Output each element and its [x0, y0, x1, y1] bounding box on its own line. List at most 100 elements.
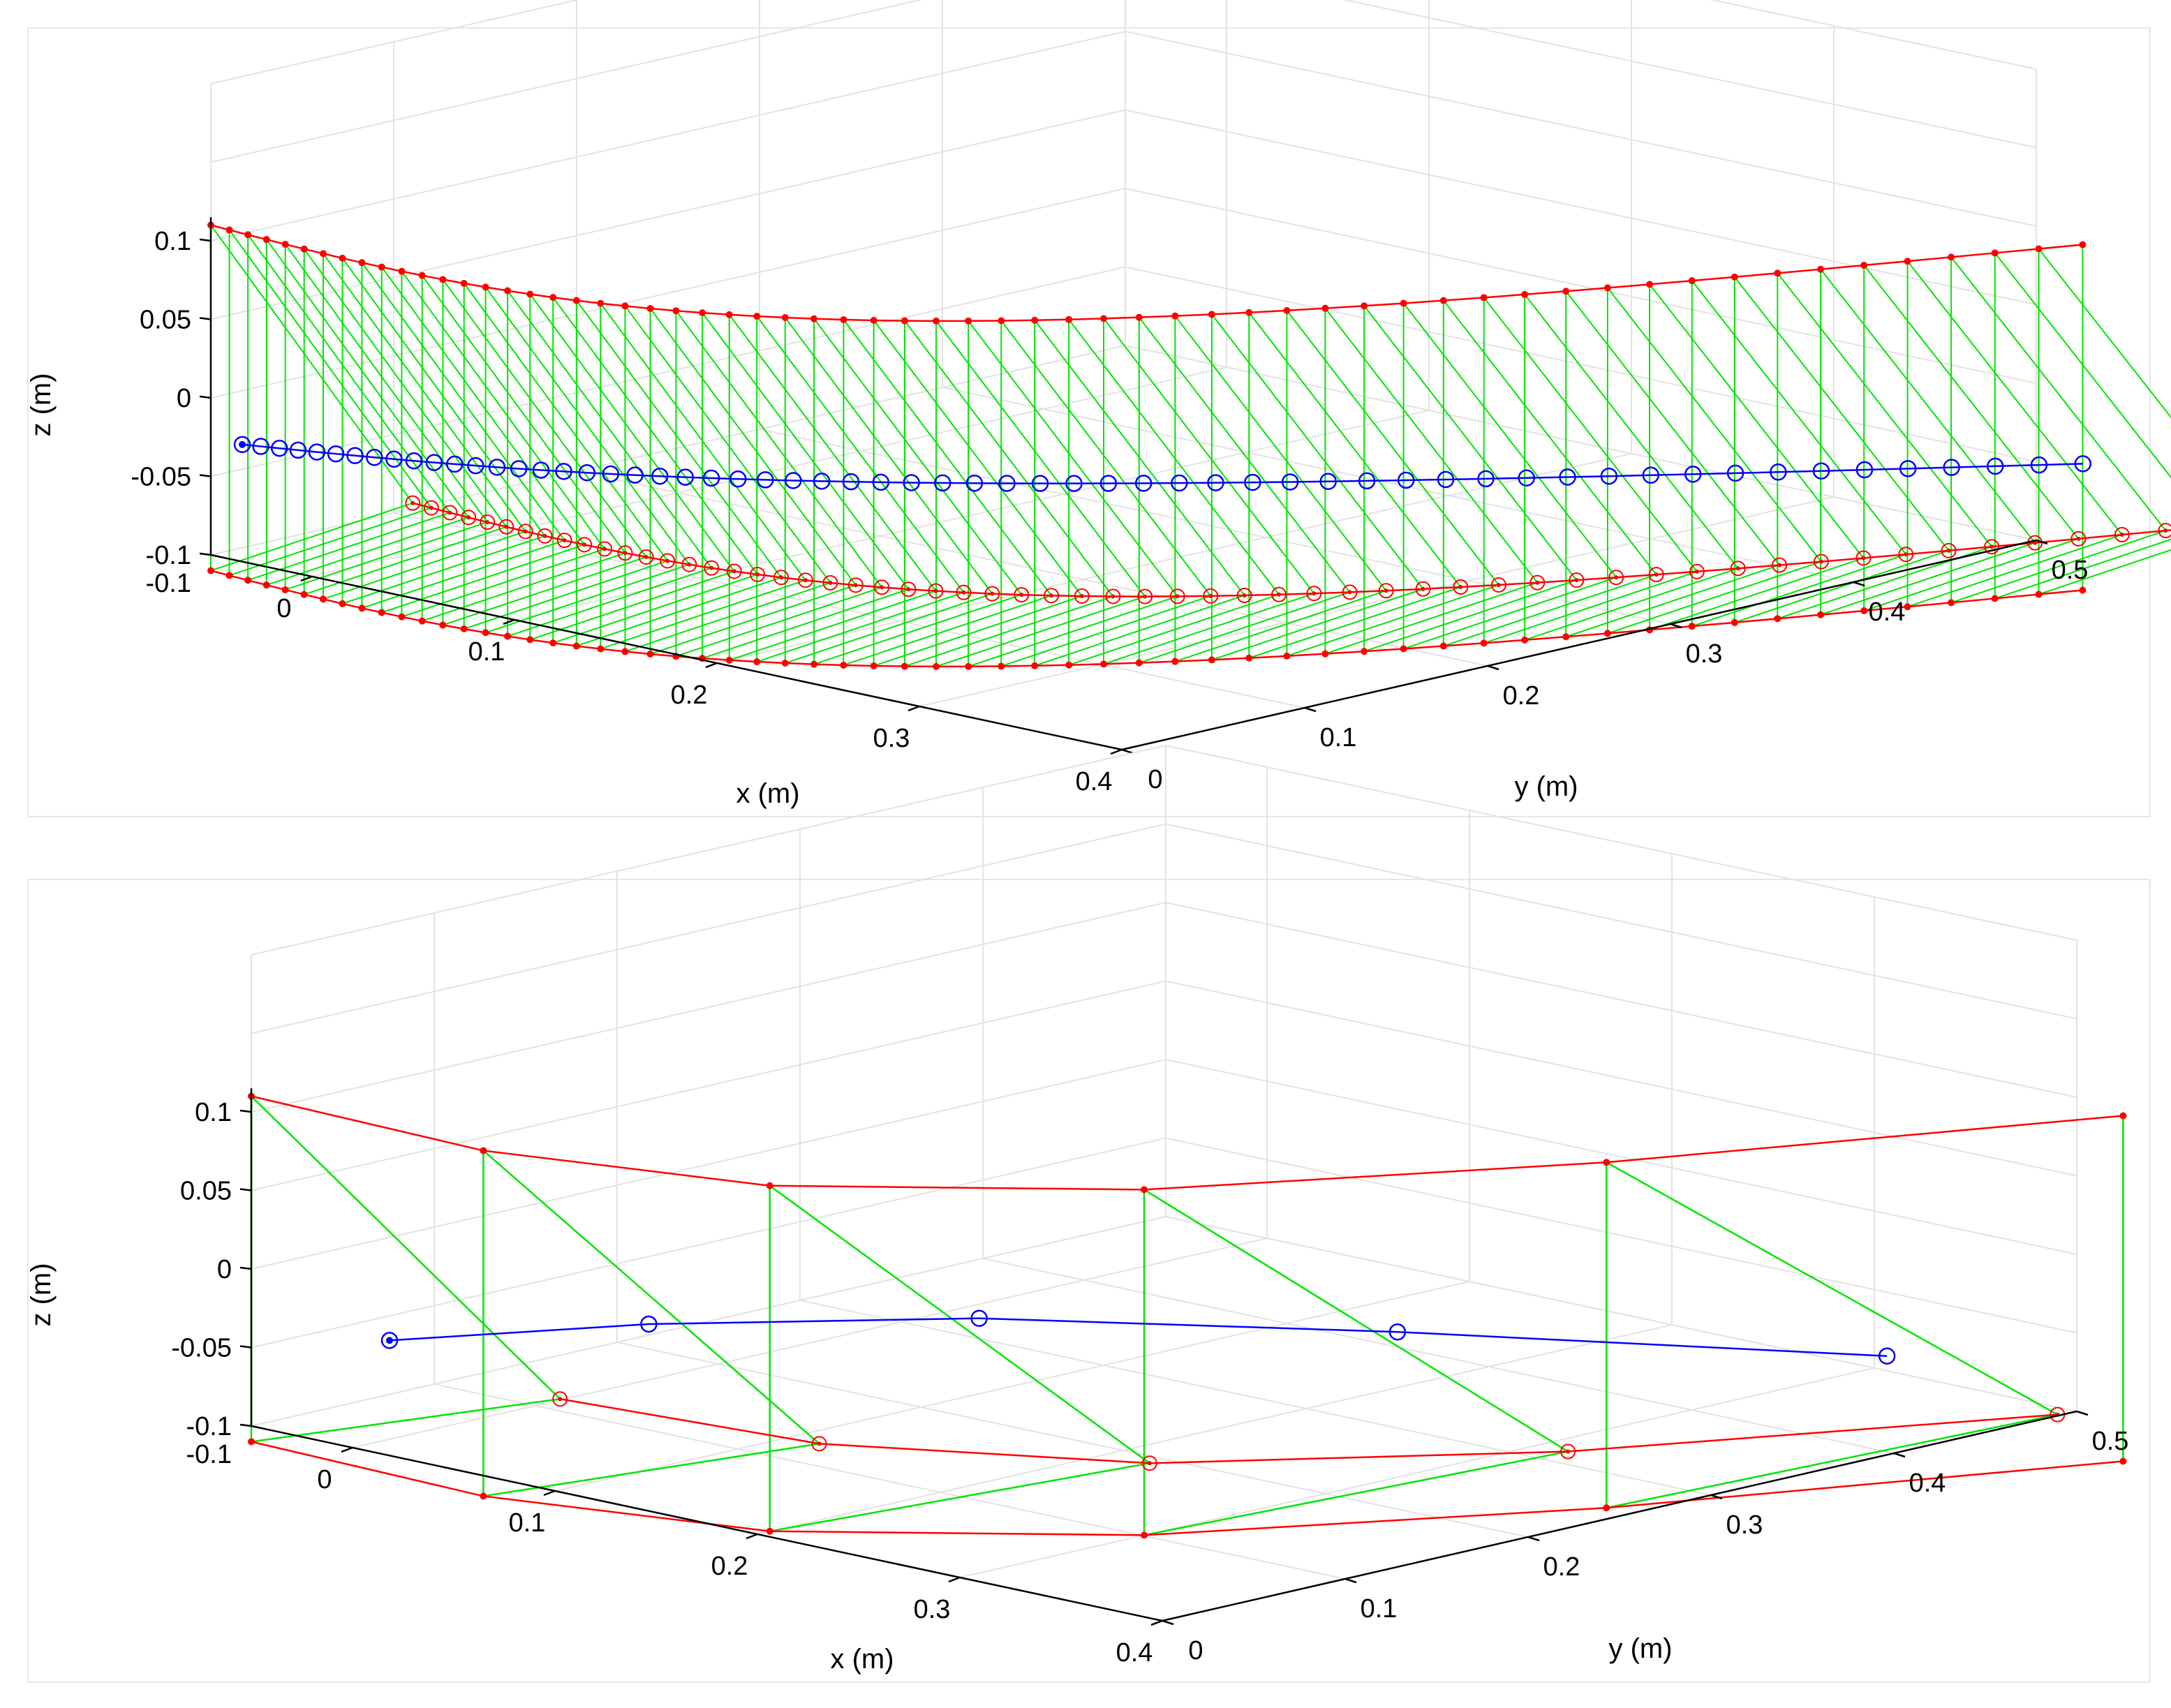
- anchor-point: [582, 542, 587, 547]
- frame-node: [810, 660, 818, 668]
- strut-diagonal: [1606, 1413, 2058, 1509]
- x-tick: [746, 1533, 758, 1540]
- strut-diagonal: [1325, 581, 1538, 655]
- strut-diagonal: [1286, 310, 1499, 586]
- strut-diagonal: [1324, 308, 1539, 584]
- y-axis-line: [1121, 539, 2037, 751]
- anchor-point: [1689, 563, 1705, 579]
- anchor-point: [2114, 527, 2130, 543]
- z-tick-label: -0.1: [186, 1412, 232, 1441]
- anchor-point: [1074, 588, 1090, 604]
- frame-node: [1731, 273, 1738, 281]
- grid-line: [799, 1300, 1712, 1496]
- anchor-point: [933, 588, 938, 593]
- anchor-point: [961, 590, 966, 595]
- centroid-point: [233, 436, 251, 454]
- frame-node: [965, 317, 972, 325]
- strut-diagonal: [1000, 320, 1212, 597]
- anchor-point: [1306, 586, 1322, 602]
- strut-diagonal: [1607, 560, 1822, 634]
- anchor-point: [1490, 577, 1506, 593]
- frame-node: [1439, 297, 1447, 304]
- frame-node: [1731, 618, 1738, 626]
- centroid-point: [1770, 463, 1787, 481]
- frame-node: [1603, 284, 1611, 292]
- centroid-point: [1319, 473, 1337, 490]
- anchor-point: [461, 510, 477, 526]
- frame-node: [998, 317, 1005, 325]
- grid-line: [616, 1342, 1529, 1538]
- anchor-point: [2070, 530, 2087, 547]
- strut-diagonal: [1103, 593, 1314, 665]
- anchor-point: [811, 1436, 827, 1452]
- strut-diagonal: [442, 279, 647, 558]
- strut-diagonal: [1777, 272, 1992, 547]
- strut-diagonal: [2038, 549, 2171, 595]
- frame-node: [1904, 258, 1911, 265]
- strut-diagonal: [756, 315, 965, 593]
- anchor-point: [1175, 594, 1180, 599]
- strut-diagonal: [228, 229, 432, 509]
- anchor-point: [928, 583, 944, 599]
- centroid-point: [1684, 466, 1702, 483]
- anchor-point: [638, 549, 654, 565]
- grid-line: [919, 496, 1835, 707]
- x-tick-label: 0.1: [468, 637, 505, 667]
- strut-diagonal: [1950, 256, 2167, 531]
- z-axis-label: z (m): [26, 373, 57, 436]
- anchor-point: [1143, 594, 1148, 599]
- strut-diagonal: [784, 317, 993, 595]
- centroid-point: [467, 456, 484, 475]
- strut-diagonal: [625, 581, 831, 653]
- anchor-point: [1614, 575, 1619, 580]
- anchor-point: [1378, 583, 1394, 599]
- strut-diagonal: [210, 224, 414, 504]
- x-axis-line: [251, 1425, 1163, 1622]
- frame-node: [1774, 615, 1781, 623]
- anchor-point: [1014, 587, 1030, 603]
- frame-node: [870, 662, 877, 669]
- centroid-point: [872, 473, 890, 491]
- anchor-point: [542, 533, 547, 538]
- frame-node: [262, 581, 270, 589]
- centroid-point: [1600, 467, 1618, 485]
- centroid-point: [510, 460, 528, 477]
- frame-node: [281, 240, 289, 248]
- grid-line: [554, 1281, 1470, 1492]
- anchor-point: [617, 545, 633, 561]
- frame-node: [901, 662, 908, 670]
- strut-diagonal: [362, 540, 565, 609]
- anchor-point: [1137, 588, 1153, 604]
- anchor-point: [822, 574, 838, 591]
- centroid-point: [970, 1309, 988, 1327]
- grid-line: [716, 453, 1632, 664]
- anchor-point: [797, 572, 813, 588]
- anchor-point: [623, 551, 628, 556]
- grid-line: [942, 387, 1854, 583]
- frame-node: [1774, 269, 1781, 277]
- strut-diagonal: [229, 507, 432, 577]
- centroid-point: [1134, 475, 1153, 492]
- grid-line: [210, 266, 2037, 477]
- strut-diagonal: [485, 563, 690, 634]
- strut-diagonal: [303, 248, 507, 528]
- strut-diagonal: [401, 548, 605, 618]
- z-tick-label: -0.05: [171, 1334, 232, 1363]
- y-tick-label: 0.3: [1726, 1510, 1763, 1540]
- strut-diagonal: [813, 594, 1022, 665]
- frame-node: [1562, 288, 1570, 295]
- strut-diagonal: [813, 318, 1023, 595]
- x-tick: [1110, 748, 1122, 755]
- frame-node: [2079, 241, 2087, 248]
- centroid-point: [1031, 475, 1049, 492]
- strut-diagonal: [323, 530, 526, 600]
- frame-node: [753, 658, 761, 666]
- strut-diagonal: [1211, 588, 1423, 661]
- frame-node: [1283, 306, 1291, 314]
- anchor-point: [1271, 586, 1287, 602]
- z-tick-label: 0: [217, 1255, 232, 1284]
- y-axis-label: y (m): [1608, 1633, 1672, 1664]
- centroid-point: [1559, 468, 1576, 486]
- frame-node: [1400, 299, 1407, 307]
- strut-diagonal: [381, 544, 585, 614]
